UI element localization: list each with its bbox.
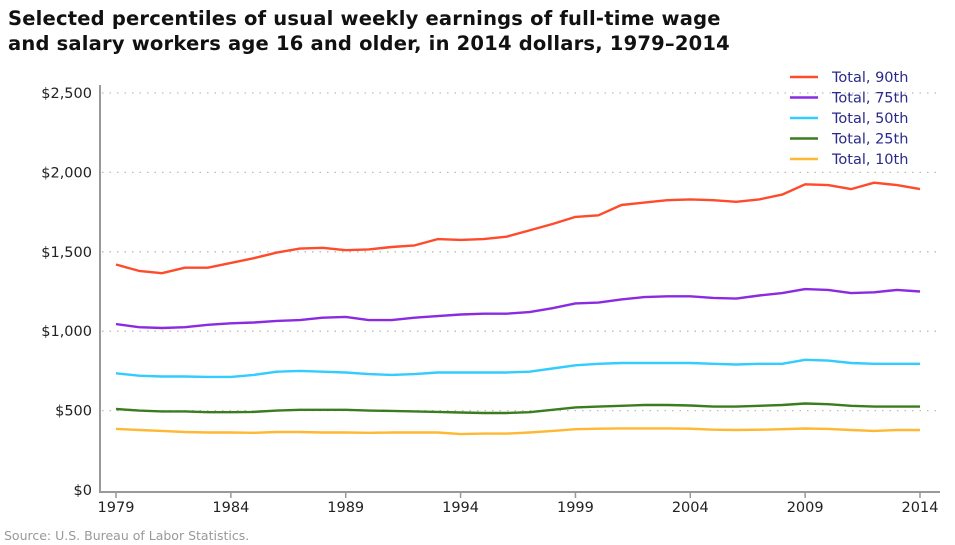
series-line-total-90th	[115, 181, 921, 275]
x-tick-label: 2004	[672, 500, 709, 516]
legend-label: Total, 90th	[831, 70, 908, 86]
source-note: Source: U.S. Bureau of Labor Statistics.	[4, 528, 250, 543]
legend-label: Total, 50th	[831, 111, 908, 127]
series-line-total-25th	[115, 402, 920, 415]
legend: Total, 90th Total, 75th Total, 50th Total, …	[790, 70, 908, 168]
chart-title-line-2: and salary workers age 16 and older, in …	[8, 32, 730, 55]
series-line-total-50th	[115, 358, 920, 379]
series-line-total-10th	[115, 427, 920, 436]
x-tick-label: 1994	[442, 500, 479, 516]
gridlines	[102, 92, 940, 412]
y-tick-label: $0	[74, 483, 92, 499]
y-tick-label: $2,500	[41, 86, 92, 102]
x-tick-label: 2009	[787, 500, 824, 516]
x-tick-label: 1979	[98, 500, 135, 516]
axes: $0 $500 $1,000 $1,500 $2,000 $2,500 1979 1984 19…	[41, 85, 940, 516]
legend-label: Total, 75th	[831, 91, 908, 107]
y-tick-label: $1,500	[41, 245, 92, 261]
legend-label: Total, 10th	[831, 152, 908, 168]
x-tick-label: 1984	[212, 500, 249, 516]
chart-title-line-1: Selected percentiles of usual weekly ear…	[8, 7, 721, 30]
x-tick-label: 1999	[557, 500, 594, 516]
legend-label: Total, 25th	[831, 132, 908, 148]
y-tick-label: $2,000	[41, 165, 92, 181]
x-tick-label: 1989	[327, 500, 364, 516]
chart-title: Selected percentiles of usual weekly ear…	[8, 6, 730, 56]
x-tick-label: 2014	[902, 500, 939, 516]
y-tick-label: $500	[55, 404, 92, 420]
series-line-total-75th	[115, 287, 921, 330]
series-lines	[115, 181, 921, 436]
y-tick-label: $1,000	[41, 324, 92, 340]
